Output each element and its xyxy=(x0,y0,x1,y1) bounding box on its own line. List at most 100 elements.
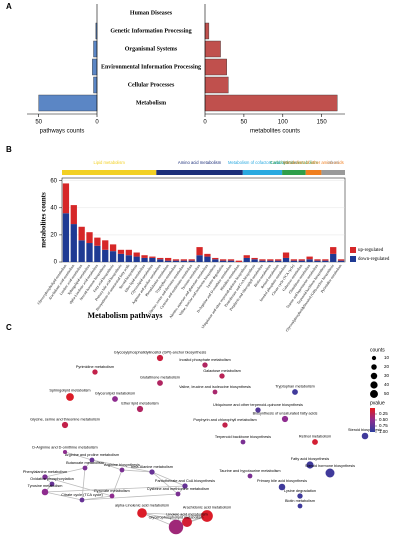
bar-segment xyxy=(117,249,125,254)
node-label: Galactose metabolism xyxy=(203,369,241,373)
node xyxy=(278,483,286,491)
bar-segment xyxy=(314,260,321,262)
node xyxy=(182,483,188,489)
bar-segment xyxy=(157,259,164,262)
node-label: Glycosylphosphatidylinositol (GPI)-ancho… xyxy=(114,350,207,354)
bar-segment xyxy=(109,251,117,262)
bar-segment xyxy=(102,240,109,250)
bar-segment xyxy=(117,253,125,262)
node xyxy=(306,461,314,469)
bar-segment xyxy=(330,253,337,262)
bar-segment xyxy=(290,259,298,261)
panel-label: C xyxy=(6,323,12,332)
node-label: Lysine degradation xyxy=(284,489,316,493)
bar-segment xyxy=(196,255,203,262)
edge xyxy=(44,476,113,497)
node-label: Butanoate metabolism xyxy=(66,461,104,465)
bar xyxy=(204,94,338,112)
legend-size xyxy=(370,390,378,398)
edge xyxy=(141,512,188,523)
edge xyxy=(81,495,113,501)
node xyxy=(281,415,289,423)
bar-segment xyxy=(282,252,290,258)
panel-label: B xyxy=(6,145,12,154)
bar-segment xyxy=(220,260,227,262)
group-band xyxy=(156,170,243,175)
legend-label: 20 xyxy=(384,364,390,369)
node xyxy=(202,362,208,368)
bar-segment xyxy=(259,260,266,262)
legend-label: down-regulated xyxy=(358,257,390,262)
legend-title: pvalue xyxy=(370,400,385,406)
edge xyxy=(44,467,86,478)
bar-segment xyxy=(172,260,180,262)
bar-segment xyxy=(102,249,109,262)
legend-label: 0.25 xyxy=(379,411,388,416)
node-label: Porphyrin and chlorophyll metabolism xyxy=(193,418,256,422)
group-band xyxy=(62,170,157,175)
edge xyxy=(44,485,186,493)
node-label: D-Arginine and D-ornithine metabolism xyxy=(32,445,97,449)
node xyxy=(92,369,98,375)
edge xyxy=(64,451,93,461)
node-label: Glycerophospholipid metabolism xyxy=(149,515,204,519)
node xyxy=(109,493,115,499)
bar-segment xyxy=(204,256,211,262)
bar-segment xyxy=(149,257,156,262)
node xyxy=(157,380,163,386)
node-label: Linoleic acid metabolism xyxy=(166,512,207,516)
node-label: Cysteine and methionine metabolism xyxy=(147,487,209,491)
bar-segment xyxy=(196,247,203,256)
legend-label: 0.75 xyxy=(379,423,388,428)
bar-segment xyxy=(125,249,132,256)
legend-size xyxy=(371,355,377,361)
x-tick-label: 0 xyxy=(203,120,207,126)
bar-segment xyxy=(251,257,258,260)
node-label: Ether lipid metabolism xyxy=(121,401,158,405)
node xyxy=(137,508,147,518)
axis-title: metabolites counts xyxy=(40,192,48,248)
node-label: Oxidative phosphorylation xyxy=(30,477,74,481)
bar-segment xyxy=(172,259,180,261)
bar-segment xyxy=(337,260,345,262)
group-label: Amino acid metabolism xyxy=(178,160,222,165)
node-label: alpha-Linolenic acid metabolism xyxy=(115,504,169,508)
node xyxy=(149,469,155,475)
bar-segment xyxy=(94,237,101,246)
bar xyxy=(204,76,229,94)
bar-segment xyxy=(62,183,70,214)
x-tick-label: 0 xyxy=(95,120,99,126)
node xyxy=(240,439,246,445)
node-label: Tryptophan metabolism xyxy=(275,385,315,389)
node-label: Pyruvate metabolism xyxy=(94,489,129,493)
edge xyxy=(151,471,186,487)
x-tick-label: 100 xyxy=(278,120,289,126)
node-label: beta-Alanine metabolism xyxy=(131,465,173,469)
edge xyxy=(44,491,83,501)
bar-segment xyxy=(164,260,172,262)
bar xyxy=(93,76,98,94)
axis-title: metabolites counts xyxy=(250,129,300,135)
bar-segment xyxy=(322,259,329,261)
bar-segment xyxy=(188,259,195,261)
axis-title: pathways counts xyxy=(40,129,85,135)
legend-label: 40 xyxy=(384,382,390,387)
bar-segment xyxy=(243,257,250,262)
bar-segment xyxy=(133,252,140,257)
node xyxy=(222,422,228,428)
bar-segment xyxy=(94,245,101,262)
group-band xyxy=(282,170,306,175)
group-label: Metabolism of cofactors and vitamins xyxy=(228,160,297,165)
bar xyxy=(204,22,210,40)
bar-segment xyxy=(275,259,282,261)
node-label: Glycerolipid metabolism xyxy=(95,392,135,396)
bar xyxy=(93,40,98,58)
y-tick-label: 60 xyxy=(50,178,57,184)
bar-segment xyxy=(220,259,227,261)
bar-segment xyxy=(267,260,274,262)
edge xyxy=(151,471,179,495)
legend-label: 50 xyxy=(384,391,390,396)
node xyxy=(325,468,335,478)
node-label: Glutathione metabolism xyxy=(140,376,180,380)
